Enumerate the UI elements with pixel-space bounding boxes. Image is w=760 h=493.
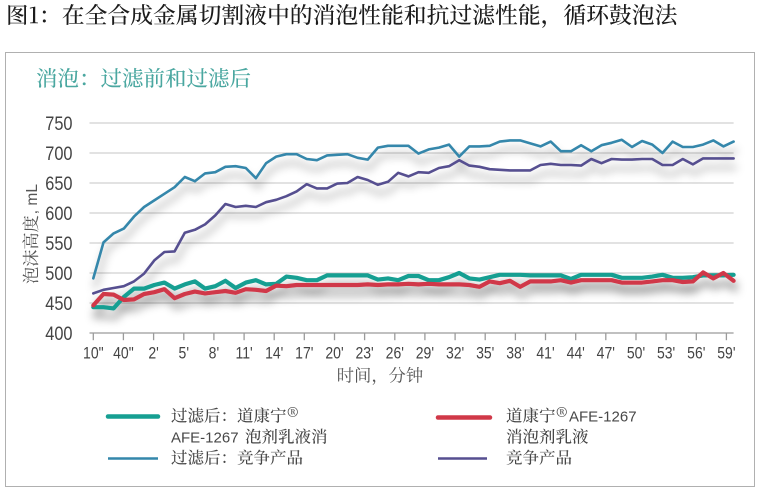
- svg-text:650: 650: [45, 173, 72, 194]
- svg-text:32': 32': [446, 345, 464, 363]
- svg-text:8': 8': [209, 345, 220, 363]
- svg-text:26': 26': [386, 345, 404, 363]
- svg-text:40": 40": [113, 345, 134, 363]
- svg-text:11': 11': [235, 345, 252, 363]
- svg-text:AFE-1267: AFE-1267: [569, 409, 637, 426]
- svg-text:500: 500: [45, 263, 72, 284]
- svg-text:750: 750: [45, 113, 72, 134]
- svg-text:450: 450: [45, 293, 72, 314]
- svg-text:23': 23': [355, 345, 373, 363]
- svg-text:700: 700: [45, 143, 72, 164]
- svg-text:550: 550: [45, 233, 72, 254]
- svg-text:50': 50': [627, 345, 645, 363]
- svg-text:29': 29': [416, 345, 434, 363]
- svg-text:17': 17': [295, 345, 313, 363]
- svg-text:AFE-1267: AFE-1267: [171, 430, 239, 447]
- svg-text:35': 35': [476, 345, 494, 363]
- svg-text:56': 56': [687, 345, 705, 363]
- svg-text:5': 5': [179, 345, 190, 363]
- svg-text:47': 47': [597, 345, 615, 363]
- svg-text:2': 2': [148, 345, 159, 363]
- svg-text:14': 14': [265, 345, 283, 363]
- svg-text:44': 44': [567, 345, 585, 363]
- svg-text:, mL: , mL: [24, 184, 41, 215]
- svg-text:10": 10": [83, 345, 104, 363]
- svg-text:41': 41': [536, 345, 554, 363]
- svg-text:53': 53': [657, 345, 675, 363]
- svg-text:400: 400: [45, 323, 72, 344]
- svg-text:38': 38': [506, 345, 524, 363]
- svg-text:59': 59': [717, 345, 735, 363]
- svg-text:20': 20': [325, 345, 343, 363]
- svg-text:600: 600: [45, 203, 72, 224]
